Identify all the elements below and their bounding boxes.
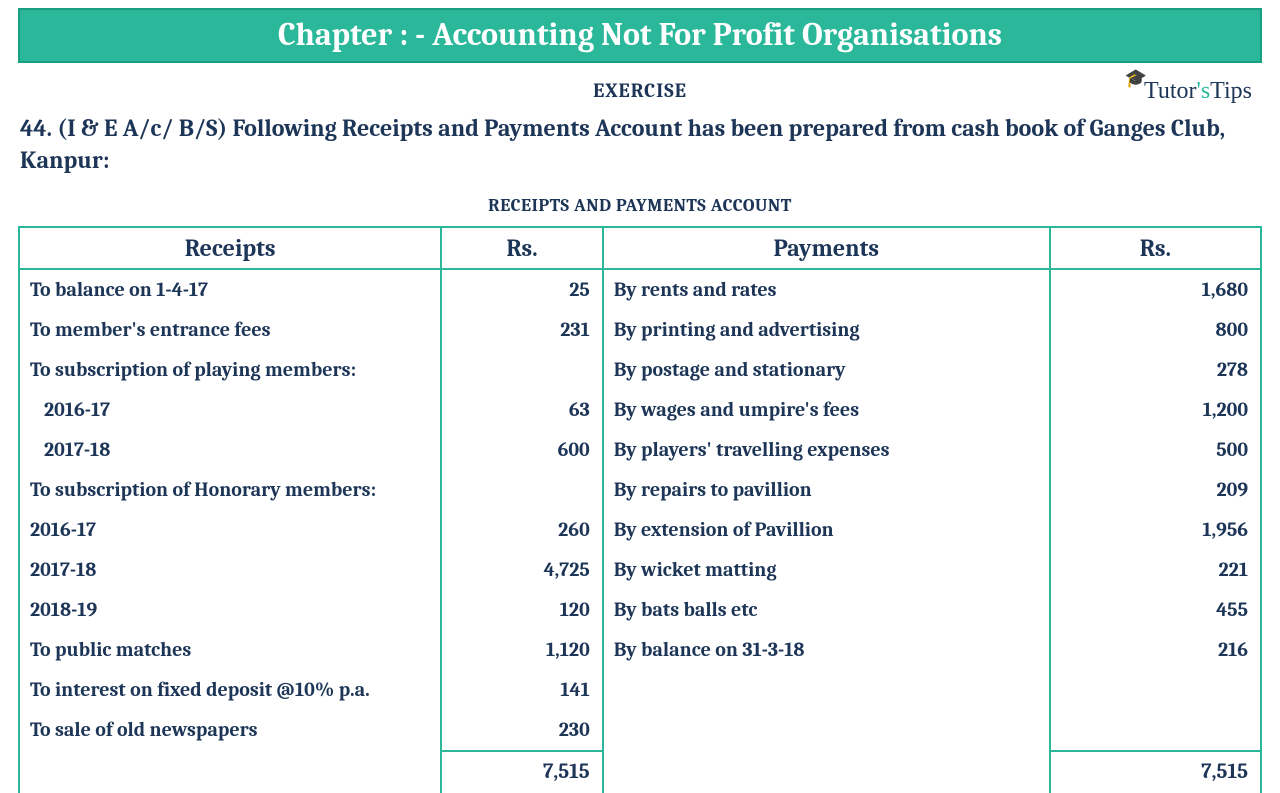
payment-amount: 500 xyxy=(1050,430,1261,470)
receipt-label: To subscription of Honorary members: xyxy=(19,470,441,510)
payment-amount: 455 xyxy=(1050,590,1261,630)
payment-amount: 278 xyxy=(1050,350,1261,390)
header-rs-right: Rs. xyxy=(1050,227,1261,269)
chapter-title: Chapter : - Accounting Not For Profit Or… xyxy=(278,16,1002,53)
chapter-banner: Chapter : - Accounting Not For Profit Or… xyxy=(18,8,1262,63)
payment-label: By rents and rates xyxy=(603,269,1050,310)
receipt-label: To member's entrance fees xyxy=(19,310,441,350)
header-rs-left: Rs. xyxy=(441,227,602,269)
receipt-amount xyxy=(441,470,602,510)
table-row: 2017-18600By players' travelling expense… xyxy=(19,430,1261,470)
payment-amount: 1,680 xyxy=(1050,269,1261,310)
table-row: 2017-184,725By wicket matting221 xyxy=(19,550,1261,590)
receipt-label: 2017-18 xyxy=(19,430,441,470)
payment-amount: 209 xyxy=(1050,470,1261,510)
graduation-cap-icon: 🎓 xyxy=(1125,68,1147,88)
payment-amount: 800 xyxy=(1050,310,1261,350)
table-row: To balance on 1-4-1725By rents and rates… xyxy=(19,269,1261,310)
payment-label: By repairs to pavillion xyxy=(603,470,1050,510)
table-row: 2016-17260By extension of Pavillion1,956 xyxy=(19,510,1261,550)
brand-logo: 🎓Tutor'sTips xyxy=(1122,78,1252,105)
table-row: To interest on fixed deposit @10% p.a.14… xyxy=(19,670,1261,710)
receipts-payments-table: Receipts Rs. Payments Rs. To balance on … xyxy=(18,226,1262,793)
table-row: To sale of old newspapers230 xyxy=(19,710,1261,751)
payment-amount: 1,956 xyxy=(1050,510,1261,550)
table-row: 2016-1763By wages and umpire's fees1,200 xyxy=(19,390,1261,430)
question-text: 44. (I & E A/c/ B/S) Following Receipts … xyxy=(20,112,1260,177)
receipt-amount: 25 xyxy=(441,269,602,310)
payment-label: By bats balls etc xyxy=(603,590,1050,630)
payment-amount: 221 xyxy=(1050,550,1261,590)
receipt-amount: 120 xyxy=(441,590,602,630)
receipt-label: To balance on 1-4-17 xyxy=(19,269,441,310)
table-row: To public matches1,120By balance on 31-3… xyxy=(19,630,1261,670)
receipt-amount: 141 xyxy=(441,670,602,710)
table-header-row: Receipts Rs. Payments Rs. xyxy=(19,227,1261,269)
exercise-heading: EXERCISE xyxy=(0,79,1280,102)
payment-label: By wicket matting xyxy=(603,550,1050,590)
payment-label: By printing and advertising xyxy=(603,310,1050,350)
total-amount: 7,515 xyxy=(441,751,602,793)
header-receipts: Receipts xyxy=(19,227,441,269)
receipt-label: 2016-17 xyxy=(19,510,441,550)
receipt-label: 2017-18 xyxy=(19,550,441,590)
header-payments: Payments xyxy=(603,227,1050,269)
receipt-amount: 4,725 xyxy=(441,550,602,590)
payment-amount xyxy=(1050,670,1261,710)
totals-row: 7,515 7,515 xyxy=(19,751,1261,793)
table-row: To member's entrance fees231By printing … xyxy=(19,310,1261,350)
table-row: To subscription of playing members: By po… xyxy=(19,350,1261,390)
receipt-label: To subscription of playing members: xyxy=(19,350,441,390)
total-blank xyxy=(19,751,441,793)
total-blank xyxy=(603,751,1050,793)
payment-label: By balance on 31-3-18 xyxy=(603,630,1050,670)
total-amount: 7,515 xyxy=(1050,751,1261,793)
payment-amount: 216 xyxy=(1050,630,1261,670)
receipt-amount: 1,120 xyxy=(441,630,602,670)
receipt-amount: 600 xyxy=(441,430,602,470)
payment-label: By postage and stationary xyxy=(603,350,1050,390)
payment-amount xyxy=(1050,710,1261,751)
payment-label xyxy=(603,670,1050,710)
payment-label xyxy=(603,710,1050,751)
payment-amount: 1,200 xyxy=(1050,390,1261,430)
receipt-label: 2016-17 xyxy=(19,390,441,430)
payment-label: By wages and umpire's fees xyxy=(603,390,1050,430)
receipt-label: To public matches xyxy=(19,630,441,670)
payment-label: By extension of Pavillion xyxy=(603,510,1050,550)
receipt-amount: 63 xyxy=(441,390,602,430)
receipt-amount: 260 xyxy=(441,510,602,550)
receipt-label: To interest on fixed deposit @10% p.a. xyxy=(19,670,441,710)
receipt-label: To sale of old newspapers xyxy=(19,710,441,751)
payment-label: By players' travelling expenses xyxy=(603,430,1050,470)
receipt-amount xyxy=(441,350,602,390)
receipt-amount: 230 xyxy=(441,710,602,751)
table-row: 2018-19120By bats balls etc455 xyxy=(19,590,1261,630)
receipt-label: 2018-19 xyxy=(19,590,441,630)
table-title: RECEIPTS AND PAYMENTS ACCOUNT xyxy=(0,195,1280,216)
table-row: To subscription of Honorary members: By r… xyxy=(19,470,1261,510)
receipt-amount: 231 xyxy=(441,310,602,350)
